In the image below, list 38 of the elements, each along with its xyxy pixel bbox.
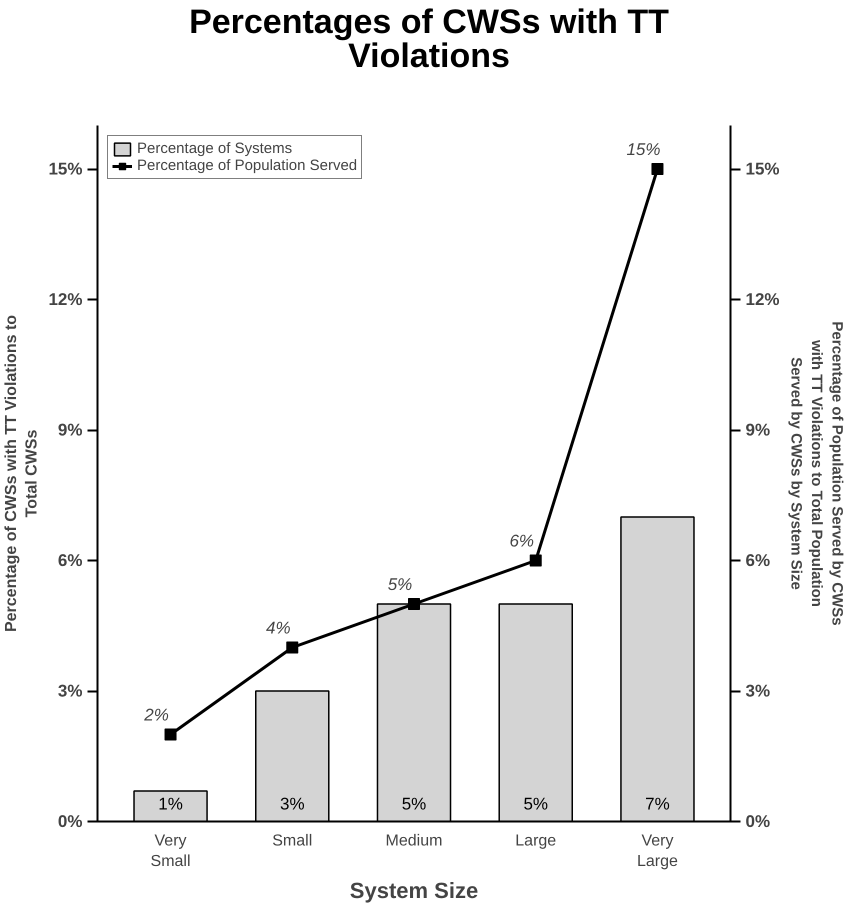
y-tick-label: 15% — [48, 160, 83, 178]
data-label: 5% — [523, 794, 548, 814]
y-tick-label: 12% — [48, 290, 83, 309]
legend-label: Percentage of Population Served — [137, 157, 358, 174]
y-tick-label: 6% — [58, 551, 83, 570]
legend-label: Percentage of Systems — [137, 140, 292, 157]
point — [286, 642, 298, 654]
data-label: 4% — [266, 618, 291, 638]
y2-tick-label: 9% — [746, 420, 770, 440]
y-tick-label: 3% — [58, 682, 83, 700]
y2-tick-label: 6% — [746, 551, 770, 570]
x-tick-label: Medium — [386, 832, 442, 850]
data-label: 15% — [626, 140, 660, 159]
data-label: 2% — [143, 706, 169, 724]
y2-tick-label: 0% — [746, 812, 770, 831]
y-axis-title: Percentage of CWSs with TT Violations to Total CWSs — [3, 314, 40, 632]
point — [408, 598, 420, 610]
y2-axis-title: Percentage of Population Served by CWSs with TT Violations to Total Population Served by CWSs by System Size — [788, 321, 846, 626]
x-axis-title: System Size — [350, 878, 478, 903]
point — [651, 163, 664, 175]
point — [164, 728, 177, 740]
x-tick-label: Very Small — [150, 832, 191, 870]
data-label: 6% — [509, 532, 534, 550]
point — [530, 554, 542, 566]
x-tick-label: Very Large — [637, 832, 678, 870]
y-tick-label: 9% — [58, 420, 83, 440]
data-label: 3% — [280, 794, 305, 814]
y2-tick-label: 12% — [746, 290, 780, 309]
data-label: 1% — [158, 794, 183, 814]
y2-tick-label: 15% — [746, 160, 780, 178]
x-tick-label: Large — [515, 832, 556, 850]
data-label: 5% — [388, 575, 412, 594]
data-label: 5% — [402, 794, 426, 814]
chart-title: Percentages of CWSs with TT Violations — [189, 3, 669, 75]
data-label: 7% — [645, 794, 670, 814]
y-tick-label: 0% — [58, 812, 83, 831]
y2-tick-label: 3% — [746, 682, 770, 700]
x-tick-label: Small — [272, 832, 312, 850]
